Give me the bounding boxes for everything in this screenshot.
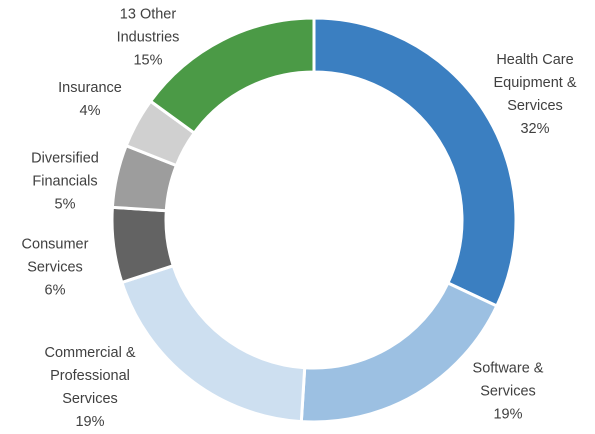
segment-label: 13 Other Industries 15%: [103, 4, 193, 73]
value-label: 6%: [44, 282, 66, 299]
category-label: Health Care Equipment & Services: [493, 52, 577, 114]
segment-label: Software & Services 19%: [463, 358, 553, 427]
segment-label: Consumer Services 6%: [15, 234, 95, 303]
donut-segment: [119, 263, 307, 424]
value-label: 32%: [520, 121, 550, 137]
value-label: 19%: [75, 414, 105, 430]
value-label: 19%: [493, 406, 523, 423]
segment-label: Insurance 4%: [45, 77, 135, 123]
donut-segment: [312, 16, 518, 309]
segment-label: Commercial & Professional Services 19%: [40, 342, 140, 434]
donut-segment: [148, 16, 316, 136]
category-label: Software & Services: [472, 360, 544, 400]
category-label: Insurance: [58, 80, 122, 96]
value-label: 15%: [133, 52, 163, 69]
segment-label: Health Care Equipment & Services 32%: [485, 49, 585, 141]
category-label: Diversified Financials: [31, 150, 99, 190]
value-label: 5%: [54, 196, 76, 213]
value-label: 4%: [79, 103, 101, 119]
category-label: Commercial & Professional Services: [44, 345, 136, 407]
category-label: Consumer Services: [21, 236, 89, 276]
category-label: 13 Other Industries: [116, 6, 180, 46]
segment-label: Diversified Financials 5%: [20, 148, 110, 217]
